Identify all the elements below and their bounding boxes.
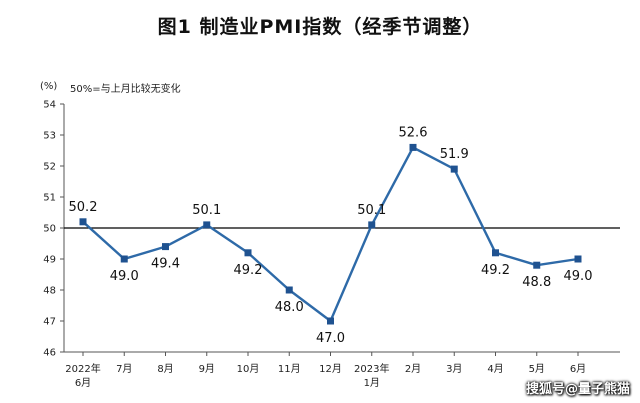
- data-label: 48.0: [275, 300, 304, 315]
- y-tick-label: 54: [43, 100, 56, 111]
- x-tick-label: 2022年: [65, 362, 100, 375]
- data-label: 47.0: [316, 331, 345, 346]
- y-axis: 46 47 48 49 50 51 52 53 54: [43, 100, 65, 359]
- x-tick-label: 8月: [157, 363, 173, 375]
- data-point: [79, 218, 87, 226]
- series-line: [82, 146, 579, 323]
- x-tick-label: 2023年: [354, 362, 389, 375]
- data-point: [368, 221, 376, 229]
- data-label: 50.1: [192, 203, 221, 218]
- x-tick-label: 5月: [529, 363, 545, 375]
- data-label: 49.0: [564, 269, 593, 284]
- x-tick-label: 3月: [446, 363, 462, 375]
- x-tick-label: 10月: [237, 363, 260, 375]
- y-tick-label: 47: [43, 317, 56, 328]
- data-point: [327, 317, 334, 325]
- data-point: [492, 249, 499, 257]
- data-point: [285, 286, 293, 294]
- y-tick-label: 50: [43, 224, 56, 235]
- x-axis: 2022年 6月 7月 8月 9月 10月 11月 12月 2023年 1月 2月 3月 4月 5月 6月: [64, 351, 620, 389]
- data-label: 48.8: [522, 275, 551, 290]
- y-axis-unit: (%): [40, 81, 58, 92]
- data-label: 51.9: [440, 147, 469, 162]
- y-tick-label: 49: [43, 255, 56, 266]
- y-tick-label: 46: [43, 348, 56, 359]
- data-point: [409, 143, 417, 151]
- y-tick-label: 52: [43, 162, 56, 173]
- x-tick-label: 2月: [405, 363, 421, 375]
- data-point: [533, 261, 541, 269]
- data-label: 50.2: [69, 200, 98, 215]
- x-tick-label: 6月: [75, 377, 91, 389]
- data-label: 49.0: [110, 269, 139, 284]
- x-tick-label: 11月: [278, 363, 301, 375]
- chart-note: 50%=与上月比较无变化: [70, 84, 181, 95]
- data-points: [79, 143, 582, 325]
- y-tick-label: 51: [43, 193, 56, 204]
- x-tick-label: 4月: [487, 363, 503, 375]
- data-point: [450, 165, 458, 173]
- chart-title: 图1 制造业PMI指数（经季节调整）: [157, 16, 483, 38]
- watermark: 搜狐号@量子熊猫: [525, 382, 630, 397]
- data-point: [162, 243, 169, 251]
- x-tick-label: 9月: [199, 363, 215, 375]
- data-label: 50.1: [357, 203, 386, 218]
- x-tick-label: 7月: [116, 363, 132, 375]
- data-label: 49.4: [151, 257, 180, 272]
- y-tick-label: 48: [43, 286, 56, 297]
- data-label: 52.6: [399, 125, 428, 140]
- data-point: [244, 249, 252, 257]
- data-point: [574, 255, 582, 263]
- data-point: [203, 221, 211, 229]
- y-tick-label: 53: [43, 131, 56, 142]
- data-label: 49.2: [234, 263, 263, 278]
- data-labels: 50.2 49.0 49.4 50.1 49.2 48.0 47.0 50.1 52.6 51.9…: [69, 125, 593, 346]
- data-point: [120, 255, 128, 263]
- x-tick-label: 1月: [364, 377, 380, 389]
- x-tick-label: 12月: [319, 363, 342, 375]
- series-line-group: [82, 146, 579, 323]
- data-label: 49.2: [481, 263, 510, 278]
- x-tick-label: 6月: [570, 363, 586, 375]
